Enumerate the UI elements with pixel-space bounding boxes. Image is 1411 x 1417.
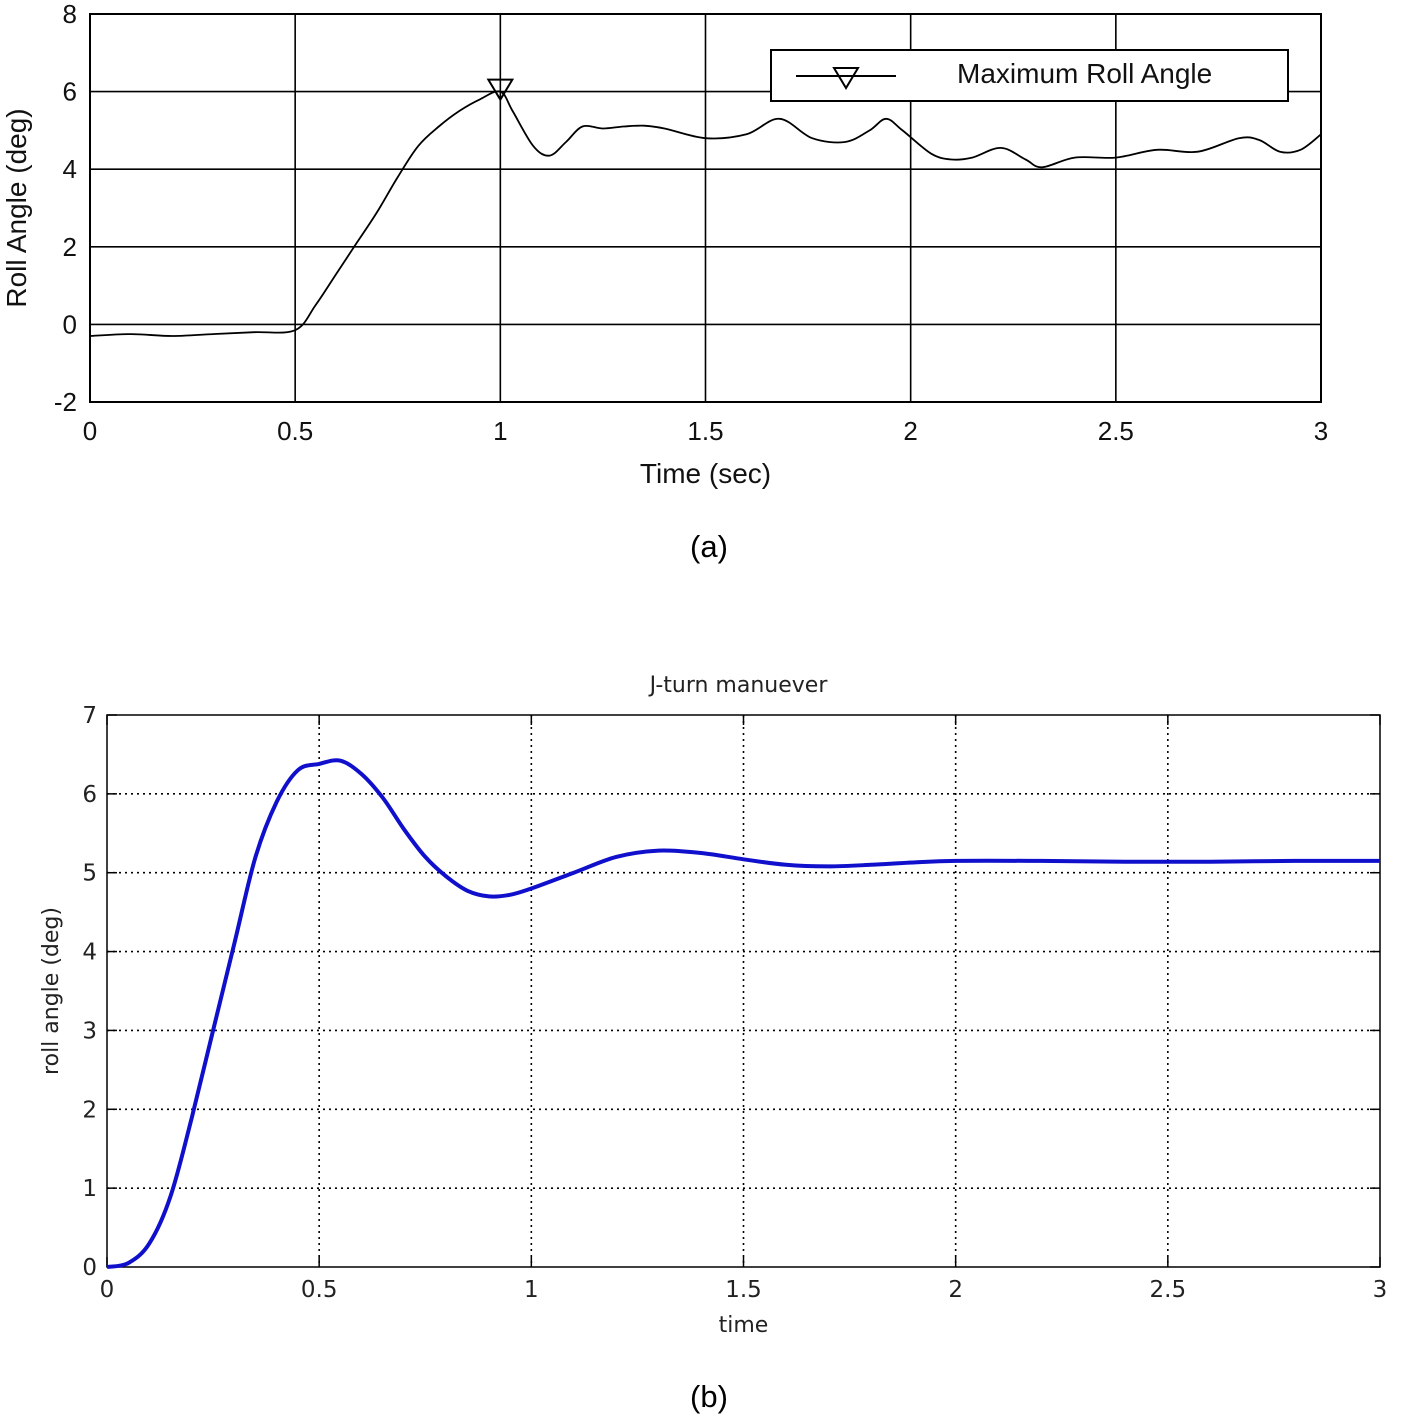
chart-b: 0 0.5 1 1.5 2 2.5 3 0 1 2 3 4 5 6 7 J-turn manuever ti… (39, 673, 1387, 1414)
chart-b-x-tick-label: 2 (948, 1277, 963, 1303)
chart-a-x-tick-label: 0 (83, 416, 97, 446)
chart-b-y-tick-label: 4 (82, 940, 97, 966)
chart-b-x-tick-label: 2.5 (1150, 1277, 1187, 1303)
chart-a-y-axis-label: Roll Angle (deg) (1, 108, 32, 307)
chart-a-y-tick-label: -2 (54, 387, 77, 417)
chart-b-y-axis-label: roll angle (deg) (39, 907, 64, 1075)
chart-b-y-tick-label: 7 (82, 703, 97, 729)
chart-b-x-axis-label: time (719, 1313, 769, 1338)
chart-b-y-tick-label: 2 (82, 1097, 97, 1123)
chart-a-y-tick-label: 4 (63, 154, 77, 184)
chart-b-y-tick-label: 1 (82, 1176, 97, 1202)
chart-b-x-tick-label: 1.5 (725, 1277, 762, 1303)
chart-b-grid (107, 715, 1380, 1267)
chart-a-x-axis-label: Time (sec) (640, 458, 771, 489)
chart-a-y-tick-label: 6 (63, 77, 77, 107)
chart-b-roll-angle-line (106, 758, 1381, 1269)
chart-b-y-tick-label: 0 (82, 1255, 97, 1281)
chart-a-legend: Maximum Roll Angle (770, 49, 1289, 102)
chart-b-title: J-turn manuever (648, 673, 829, 698)
chart-a-legend-marker (832, 67, 860, 90)
chart-b-y-tick-label: 6 (82, 782, 97, 808)
chart-a-caption: (a) (690, 529, 728, 564)
chart-a-x-tick-label: 1 (493, 416, 507, 446)
chart-a-frame (89, 13, 1322, 403)
chart-a-x-tick-label: 3 (1314, 416, 1328, 446)
chart-b-x-tick-label: 1 (524, 1277, 539, 1303)
chart-b-y-tick-label: 5 (82, 861, 97, 887)
chart-b-caption: (b) (690, 1379, 728, 1414)
chart-a-x-tick-label: 2 (903, 416, 917, 446)
chart-a-y-tick-label: 8 (63, 0, 77, 29)
chart-b-x-tick-label: 0 (100, 1277, 115, 1303)
chart-a-y-tick-label: 2 (63, 232, 77, 262)
chart-a-x-tick-label: 1.5 (687, 416, 723, 446)
chart-b-tick-labels: 0 0.5 1 1.5 2 2.5 3 0 1 2 3 4 5 6 7 (82, 703, 1387, 1303)
chart-b-x-tick-label: 3 (1373, 1277, 1388, 1303)
chart-a-x-tick-label: 0.5 (277, 416, 313, 446)
chart-a-roll-angle-line (89, 90, 1322, 337)
chart-a-legend-label: Maximum Roll Angle (957, 58, 1212, 89)
chart-b-y-tick-label: 3 (82, 1018, 97, 1044)
chart-a-y-tick-label: 0 (63, 309, 77, 339)
chart-a-max-roll-marker (486, 78, 515, 102)
chart-b-tick-marks (106, 714, 1381, 1268)
chart-a-legend-box (770, 49, 1289, 102)
chart-a-x-tick-label: 2.5 (1098, 416, 1134, 446)
chart-b-x-tick-label: 0.5 (301, 1277, 338, 1303)
